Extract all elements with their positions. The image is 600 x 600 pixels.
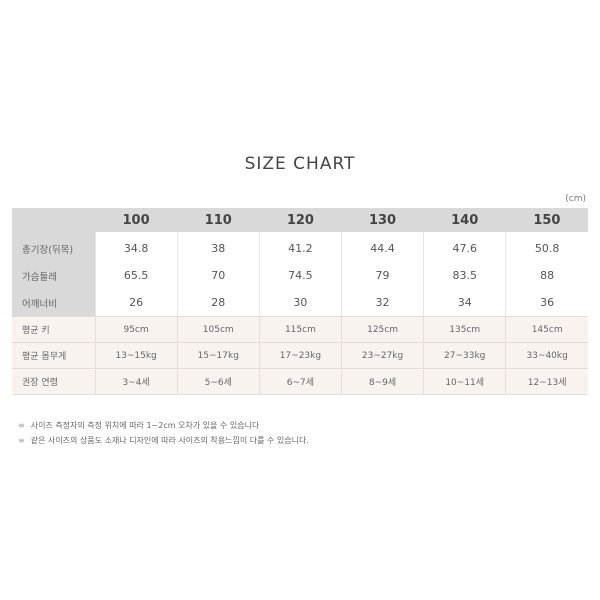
table-cell: 6~7세	[258, 368, 342, 395]
table-cell: 34.8	[94, 232, 178, 262]
table-cell: 5~6세	[176, 368, 260, 395]
table-cell: 12~13세	[505, 368, 588, 395]
note-bullet-icon: ≡	[18, 421, 25, 430]
table-row: 어깨너비 26 28 30 32 34 36	[12, 289, 588, 317]
size-header: 120	[259, 208, 342, 232]
note-bullet-icon: ≡	[18, 436, 25, 445]
table-cell: 50.8	[505, 232, 588, 262]
table-cell: 15~17kg	[176, 342, 260, 369]
table-cell: 10~11세	[423, 368, 506, 395]
size-header: 110	[177, 208, 260, 232]
table-cell: 105cm	[176, 316, 260, 343]
table-cell: 13~15kg	[94, 342, 178, 369]
table-cell: 95cm	[94, 316, 178, 343]
notes: ≡ 사이즈 측정자의 측정 위치에 따라 1~2cm 오차가 있을 수 있습니다 …	[18, 418, 309, 448]
table-cell: 47.6	[423, 232, 506, 262]
table-cell: 33~40kg	[505, 342, 588, 369]
table-row: 가슴둘레 65.5 70 74.5 79 83.5 88	[12, 262, 588, 289]
size-chart-table: 100 110 120 130 140 150 총기장(뒤목) 34.8 38 41.2 44.4…	[12, 208, 588, 395]
table-cell: 8~9세	[340, 368, 424, 395]
note-text: 같은 사이즈의 상품도 소재나 디자인에 따라 사이즈의 착용느낌이 다를 수 …	[30, 436, 309, 445]
table-cell: 88	[505, 262, 588, 289]
table-cell: 30	[258, 289, 342, 317]
unit-label: (cm)	[565, 194, 586, 204]
table-cell: 38	[176, 232, 260, 262]
table-cell: 145cm	[505, 316, 588, 343]
size-header: 100	[95, 208, 178, 232]
table-cell: 79	[340, 262, 424, 289]
table-cell: 3~4세	[94, 368, 178, 395]
table-row: 총기장(뒤목) 34.8 38 41.2 44.4 47.6 50.8	[12, 232, 588, 262]
table-cell: 41.2	[258, 232, 342, 262]
size-header: 130	[341, 208, 424, 232]
table-cell: 125cm	[340, 316, 424, 343]
averages-section: 평균 키 95cm 105cm 115cm 125cm 135cm 145cm 평균 몸무게 1…	[12, 316, 588, 395]
note-item: ≡ 사이즈 측정자의 측정 위치에 따라 1~2cm 오차가 있을 수 있습니다	[18, 418, 309, 433]
page-title: SIZE CHART	[244, 154, 356, 174]
table-cell: 74.5	[258, 262, 342, 289]
table-cell: 135cm	[423, 316, 506, 343]
table-cell: 26	[94, 289, 178, 317]
row-label: 총기장(뒤목)	[12, 232, 95, 262]
row-label: 어깨너비	[12, 289, 95, 317]
table-row: 권장 연령 3~4세 5~6세 6~7세 8~9세 10~11세 12~13세	[12, 368, 588, 395]
table-cell: 70	[176, 262, 260, 289]
row-label: 가슴둘레	[12, 262, 95, 289]
table-row: 평균 몸무게 13~15kg 15~17kg 17~23kg 23~27kg 27~33k…	[12, 342, 588, 369]
row-label: 평균 키	[12, 316, 95, 343]
table-cell: 44.4	[340, 232, 424, 262]
table-cell: 65.5	[94, 262, 178, 289]
row-label: 권장 연령	[12, 368, 95, 395]
table-cell: 83.5	[423, 262, 506, 289]
size-header-row: 100 110 120 130 140 150	[12, 208, 588, 232]
note-item: ≡ 같은 사이즈의 상품도 소재나 디자인에 따라 사이즈의 착용느낌이 다를 수…	[18, 433, 309, 448]
table-cell: 32	[340, 289, 424, 317]
table-cell: 27~33kg	[423, 342, 506, 369]
measurements-section: 총기장(뒤목) 34.8 38 41.2 44.4 47.6 50.8 가슴둘레 65.5 70 7…	[12, 232, 588, 317]
size-header: 140	[423, 208, 506, 232]
table-cell: 17~23kg	[258, 342, 342, 369]
row-label: 평균 몸무게	[12, 342, 95, 369]
size-header: 150	[505, 208, 588, 232]
table-row: 평균 키 95cm 105cm 115cm 125cm 135cm 145cm	[12, 316, 588, 343]
table-cell: 36	[505, 289, 588, 317]
table-cell: 34	[423, 289, 506, 317]
table-cell: 23~27kg	[340, 342, 424, 369]
header-blank	[12, 208, 95, 232]
table-cell: 28	[176, 289, 260, 317]
table-cell: 115cm	[258, 316, 342, 343]
note-text: 사이즈 측정자의 측정 위치에 따라 1~2cm 오차가 있을 수 있습니다	[30, 421, 260, 430]
